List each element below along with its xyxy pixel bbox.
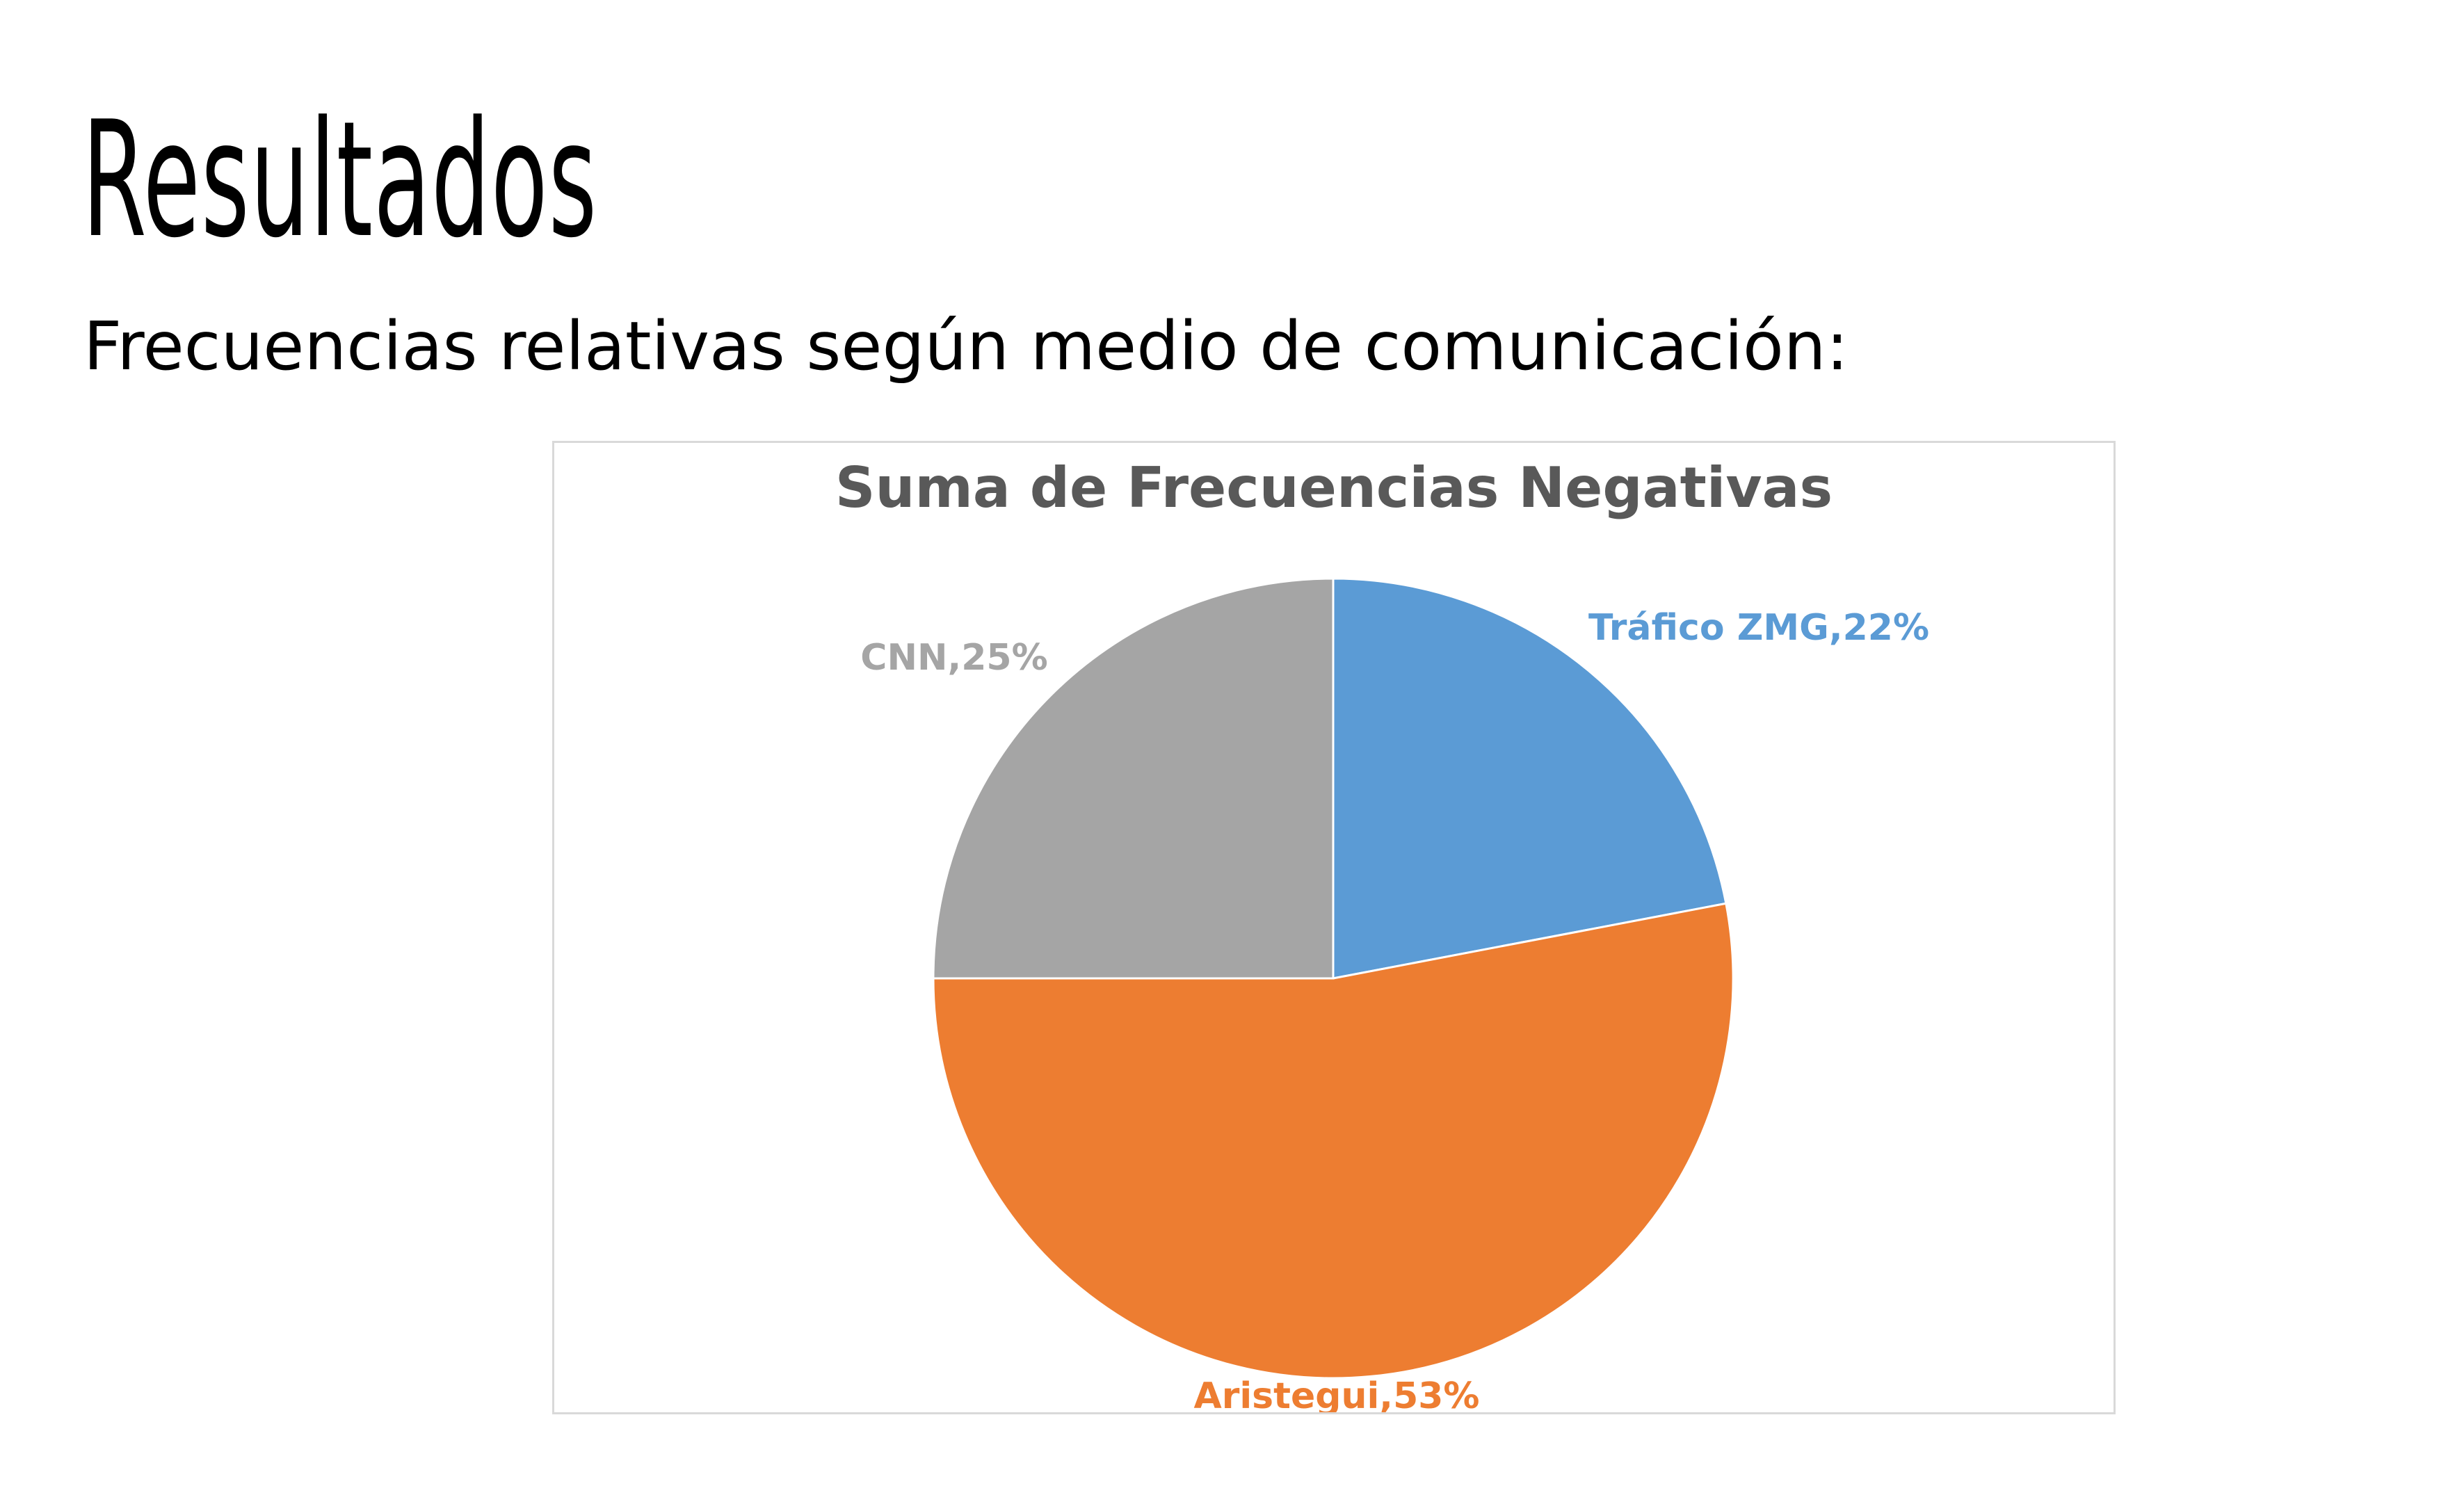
pie-slice-aristegui — [932, 902, 1734, 1380]
chart-frame: Suma de Frecuencias Negativas Tráfico ZM… — [552, 441, 2116, 1414]
data-label-tr-fico-zmg: Tráfico ZMG,22% — [1588, 607, 1929, 649]
chart-title: Suma de Frecuencias Negativas — [835, 455, 1833, 520]
data-label-aristegui: Aristegui,53% — [1193, 1375, 1479, 1412]
pie-chart: Suma de Frecuencias Negativas Tráfico ZM… — [835, 455, 1929, 1412]
slide-title: Resultados — [82, 88, 598, 273]
slide-subtitle: Frecuencias relativas según medio de com… — [83, 307, 1849, 385]
pie-slice-cnn — [932, 577, 1335, 980]
pie-slice-tr-fico-zmg — [1332, 577, 1728, 980]
data-label-cnn: CNN,25% — [860, 637, 1047, 679]
